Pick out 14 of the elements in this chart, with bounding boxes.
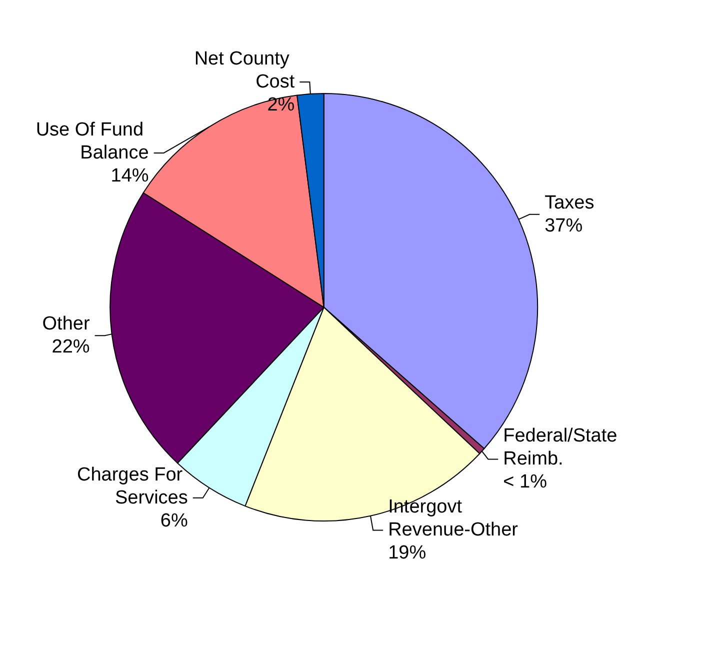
slice-label: Charges For Services xyxy=(76,464,188,508)
slice-label: Use Of Fund Balance xyxy=(36,119,149,164)
slice-label: Other xyxy=(42,314,90,335)
data-label: 37% xyxy=(544,215,583,236)
data-label: 2% xyxy=(267,94,295,116)
data-label: 6% xyxy=(160,510,188,532)
data-label: 14% xyxy=(110,165,149,186)
slice-label: Federal/State Reimb. xyxy=(503,426,622,470)
slice-label: Net County Cost xyxy=(194,48,296,92)
slice-label: Taxes xyxy=(544,192,594,214)
slice-label: Intergovt Revenue-Other xyxy=(388,496,519,541)
data-label: 22% xyxy=(52,336,90,358)
data-label: < 1% xyxy=(503,472,548,493)
data-label: 19% xyxy=(388,542,426,564)
